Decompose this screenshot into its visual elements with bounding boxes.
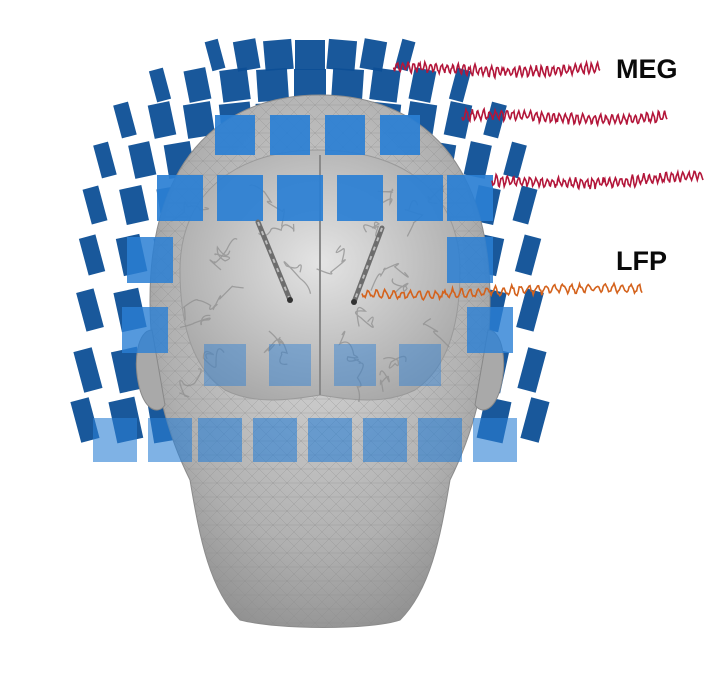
sensor-tile (269, 344, 311, 386)
meg-trace-3 (491, 168, 704, 191)
sensor-tile (119, 185, 149, 226)
sensor-tile (363, 418, 407, 462)
sensor-tile (82, 185, 108, 225)
meg-trace-1 (392, 59, 601, 81)
sensor-tile (148, 67, 172, 103)
sensor-tile (308, 418, 352, 462)
sensor-tile (253, 418, 297, 462)
sensor-tile (359, 38, 388, 72)
sensor-tile (447, 175, 493, 221)
sensor-tile (76, 288, 104, 332)
sensor-tile (232, 38, 261, 72)
sensor-tile (157, 175, 203, 221)
sensor-tile (325, 115, 365, 155)
sensor-tile (380, 115, 420, 155)
sensor-tile (256, 68, 290, 102)
sensor-tile (295, 40, 325, 70)
sensor-tile (337, 175, 383, 221)
sensor-tile (93, 141, 117, 179)
sensor-tile (512, 185, 538, 225)
sensor-tile (78, 234, 106, 276)
sensor-tile (198, 418, 242, 462)
sensor-tile (148, 418, 192, 462)
sensor-tile (503, 141, 527, 179)
dbs-electrode-left (255, 219, 293, 303)
sensor-tile (93, 418, 137, 462)
sensor-tile (418, 418, 462, 462)
sensor-tile (113, 101, 137, 139)
sensor-tile (463, 141, 492, 179)
sensor-tile (408, 67, 437, 103)
sensor-tile (277, 175, 323, 221)
sensor-tile (70, 397, 100, 443)
sensor-tile (369, 67, 401, 103)
sensor-tile (182, 101, 216, 139)
sensor-tile (219, 67, 251, 103)
sensor-tile (183, 67, 212, 103)
sensor-tile (447, 237, 493, 283)
sensor-tile (399, 344, 441, 386)
sensor-tile (127, 237, 173, 283)
sensor-tile (397, 175, 443, 221)
sensor-tile (270, 115, 310, 155)
sensor-tile (128, 141, 157, 179)
sensor-tile (394, 38, 416, 72)
meg-trace-2 (461, 106, 668, 128)
sensor-tile (331, 68, 365, 102)
sensor-tile (122, 307, 168, 353)
dbs-electrode-right (351, 225, 385, 305)
sensor-tile (448, 67, 472, 103)
sensor-tile (443, 101, 473, 139)
sensor-tile (326, 38, 358, 72)
sensor-tile (263, 38, 294, 72)
sensor-tile (147, 101, 177, 139)
sensor-tile (73, 347, 103, 393)
sensor-tile (516, 288, 544, 332)
sensor-tile (514, 234, 542, 276)
sensor-tile (467, 307, 513, 353)
sensor-tile (204, 344, 246, 386)
meg-label: MEG (616, 54, 678, 84)
sensor-tile (215, 115, 255, 155)
sensor-tile (204, 38, 226, 72)
lfp-label: LFP (616, 246, 667, 276)
front-sensor-array (93, 115, 517, 462)
sensor-tile (334, 344, 376, 386)
sensor-tile (520, 397, 550, 443)
sensor-tile (473, 418, 517, 462)
sensor-tile (517, 347, 547, 393)
sensor-tile (217, 175, 263, 221)
lfp-trace (361, 280, 643, 302)
